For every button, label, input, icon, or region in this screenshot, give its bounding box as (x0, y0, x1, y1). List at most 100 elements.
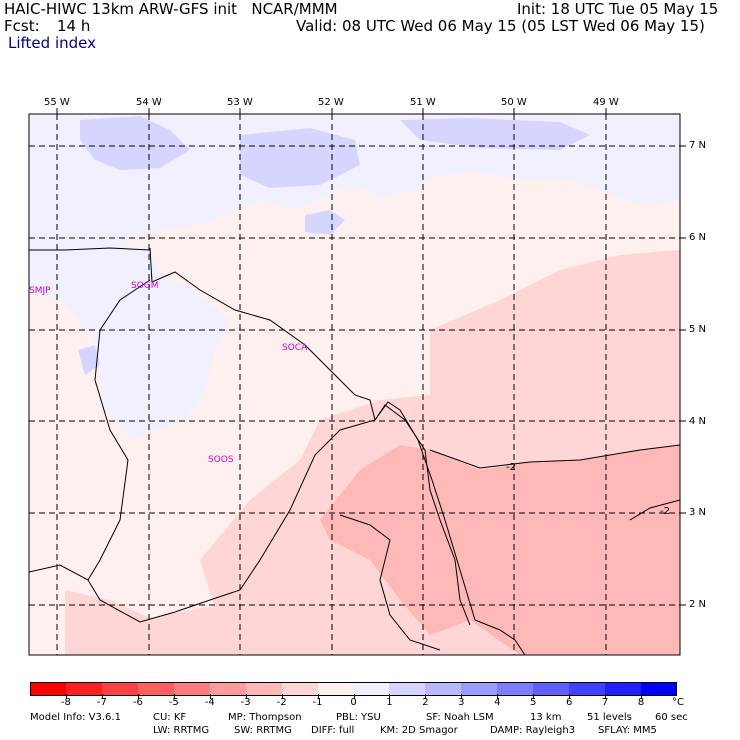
field-patch-blue-4 (305, 210, 345, 235)
colorbar-label: 3 (458, 697, 465, 708)
colorbar-label: -5 (168, 697, 179, 708)
colorbar-tick (173, 694, 175, 699)
contour-label-2: -2 (660, 506, 670, 517)
colorbar-cell (281, 682, 318, 696)
footer-levels: 51 levels (587, 712, 632, 723)
colorbar-cell (173, 682, 210, 696)
colorbar-tick (425, 694, 427, 699)
field-stable-west (29, 245, 230, 440)
colorbar-tick (101, 694, 103, 699)
footer-sf: SF: Noah LSM (426, 712, 494, 723)
contour-minus2 (429, 444, 680, 469)
field-li-minus2 (320, 445, 680, 655)
colorbar-tick (569, 694, 571, 699)
colorbar-cell (245, 682, 282, 696)
colorbar-cell (209, 682, 246, 696)
colorbar-label: 8 (637, 697, 645, 708)
colorbar-cell (101, 682, 138, 696)
colorbar-label: 7 (601, 697, 609, 708)
colorbar-tick (497, 694, 499, 699)
colorbar-tick (533, 694, 535, 699)
border-suriname-guyana (29, 247, 151, 251)
footer-cu: CU: KF (153, 712, 187, 723)
colorbar-tick (245, 694, 247, 699)
colorbar-label: 0 (350, 697, 357, 708)
lat-label-5n: 5 N (689, 324, 707, 335)
field-name: Lifted index (8, 34, 96, 52)
colorbar-tick (65, 694, 67, 699)
colorbar-label: 5 (530, 697, 537, 708)
footer-mp: MP: Thompson (228, 712, 302, 723)
colorbar-cell (497, 682, 534, 696)
colorbar-label: 1 (386, 697, 393, 708)
lat-label-3n: 3 N (689, 507, 707, 518)
field-unstable-coast (65, 590, 240, 655)
forecast-label: Fcst: (4, 17, 40, 35)
colorbar-tick (137, 694, 139, 699)
colorbar-tick (605, 694, 607, 699)
field-patch-blue-1 (80, 116, 190, 170)
station-smjp: SMJP (29, 286, 51, 296)
border-amapa-south (339, 514, 441, 651)
field-patch-blue-3 (400, 118, 590, 150)
border-fguiana-brazil (87, 404, 471, 626)
footer-pbl: PBL: YSU (336, 712, 381, 723)
lon-label-55w: 55 W (44, 97, 70, 108)
station-sogm: SOGM (131, 281, 159, 291)
contour-minus2-b (629, 499, 680, 521)
colorbar-cell (30, 682, 66, 696)
field-patch-blue-5 (78, 345, 100, 375)
colorbar-label: -1 (312, 697, 323, 708)
field-stable-band (29, 114, 680, 258)
colorbar-label: -3 (240, 697, 251, 708)
footer-damp: DAMP: Rayleigh3 (490, 725, 576, 736)
frame-ticks (56, 108, 686, 606)
colorbar-label: 4 (494, 697, 501, 708)
footer-diff: DIFF: full (311, 725, 355, 736)
footer-model: Model Info: V3.6.1 (30, 712, 121, 723)
model-title: HAIC-HIWC 13km ARW-GFS init NCAR/MMM (4, 0, 338, 18)
colorbar-label: -8 (60, 697, 71, 708)
colorbar-tick (317, 694, 319, 699)
colorbar-cell (65, 682, 102, 696)
footer-dt: 60 sec (655, 712, 688, 723)
lon-label-50w: 50 W (501, 97, 527, 108)
valid-time: Valid: 08 UTC Wed 06 May 15 (05 LST Wed … (296, 17, 705, 35)
lon-label-49w: 49 W (593, 97, 619, 108)
colorbar-label: 6 (565, 697, 573, 708)
lon-label-54w: 54 W (136, 97, 162, 108)
colorbar-label: -2 (276, 697, 287, 708)
lat-label-6n: 6 N (689, 232, 707, 243)
lon-label-52w: 52 W (318, 97, 344, 108)
colorbar-label: -6 (132, 697, 143, 708)
colorbar-unit: °C (672, 697, 684, 708)
colorbar-tick (641, 694, 643, 699)
colorbar-cell (425, 682, 462, 696)
colorbar-tick (389, 694, 391, 699)
lat-lon-grid (29, 114, 680, 655)
footer-res: 13 km (530, 712, 562, 723)
lat-label-4n: 4 N (689, 416, 707, 427)
footer-km: KM: 2D Smagor (380, 725, 458, 736)
colorbar-tick (281, 694, 283, 699)
lat-label-7n: 7 N (689, 140, 707, 151)
colorbar-cell (605, 682, 642, 696)
colorbar-cell (389, 682, 426, 696)
station-soos: SOOS (208, 455, 234, 465)
border-suriname-fguiana (29, 279, 151, 581)
footer-lw: LW: RRTMG (153, 725, 210, 736)
colorbar-label: 2 (422, 697, 429, 708)
lon-label-53w: 53 W (227, 97, 253, 108)
field-patch-blue-2 (240, 128, 360, 188)
lat-label-2n: 2 N (689, 599, 707, 610)
footer-sw: SW: RRTMG (234, 725, 292, 736)
init-time: Init: 18 UTC Tue 05 May 15 (517, 0, 719, 18)
colorbar-cell (533, 682, 570, 696)
colorbar-cell (569, 682, 606, 696)
contour-label-1: -2 (506, 462, 516, 473)
map-frame (28, 113, 681, 656)
forecast-hour: 14 h (57, 17, 91, 35)
colorbar-tick (461, 694, 463, 699)
field-unstable-ocean (200, 395, 430, 655)
